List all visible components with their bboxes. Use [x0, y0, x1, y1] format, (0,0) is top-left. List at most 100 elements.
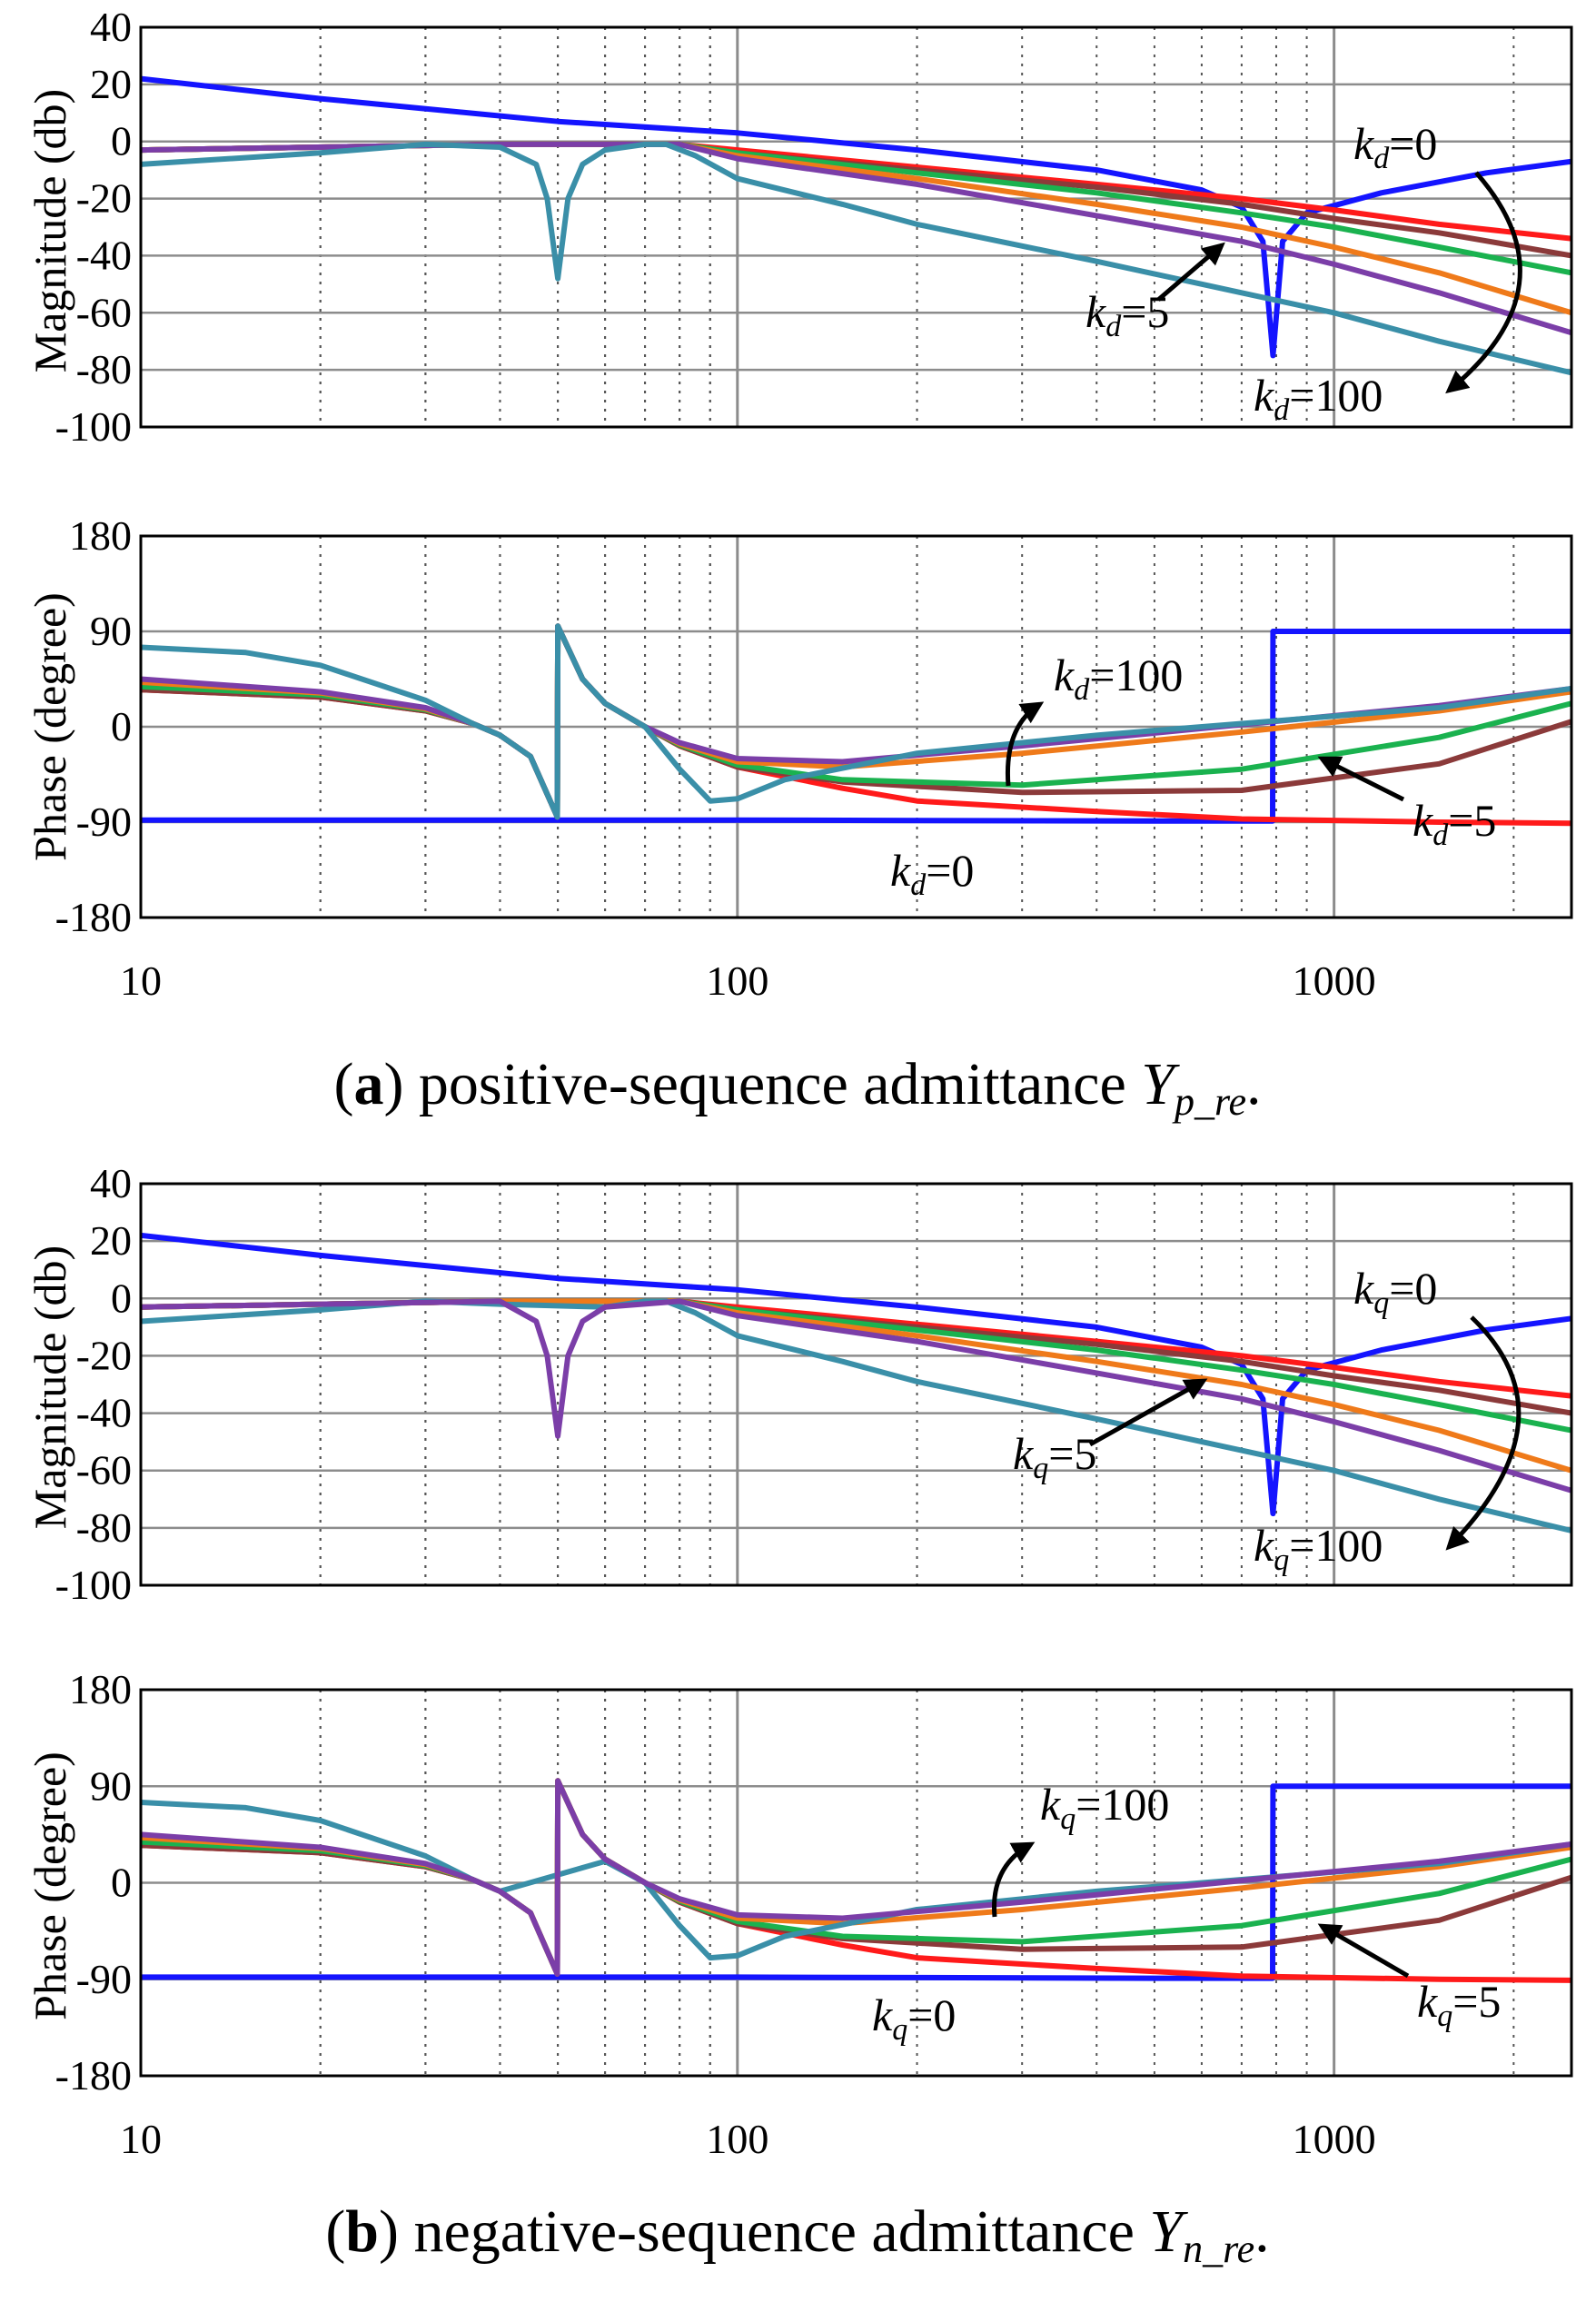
annotation-var: k — [1417, 1976, 1438, 2027]
y-tick-label: 180 — [69, 512, 132, 559]
caption-a-subscript: p_re — [1172, 1079, 1246, 1124]
annotation-arrow — [1317, 756, 1405, 802]
annotation-var: k — [1013, 1428, 1034, 1479]
ylabel-b-magnitude: Magnitude (db) — [25, 1245, 75, 1529]
caption-a: (a) positive-sequence admittance Yp_re. — [333, 1051, 1261, 1124]
annotation-var: k — [872, 1990, 893, 2040]
annotation-arrow — [992, 1841, 1036, 1918]
annotation-label: kq=0 — [872, 1990, 956, 2047]
annotation-var: k — [1254, 370, 1274, 421]
y-tick-label: 0 — [111, 703, 132, 749]
caption-b-symbol: Y — [1149, 2198, 1188, 2265]
annotation-arrow — [1005, 701, 1045, 787]
y-tick-label: -60 — [76, 289, 132, 335]
annotation-text: =100 — [1089, 650, 1183, 700]
annotation-label: kq=100 — [1040, 1779, 1169, 1836]
y-tick-label: -80 — [76, 1504, 132, 1551]
x-tick-label: 1000 — [1293, 958, 1376, 1004]
y-tick-label: -40 — [76, 1390, 132, 1436]
caption-a-end: . — [1246, 1051, 1262, 1117]
annotation-text: =100 — [1289, 1520, 1383, 1571]
annotation-arrow — [1445, 171, 1522, 394]
y-tick-label: 180 — [69, 1666, 132, 1712]
annotation-text: =0 — [926, 845, 974, 896]
annotation-label: kq=100 — [1254, 1520, 1383, 1577]
annotation-var: k — [1054, 650, 1075, 700]
series-line-k-5 — [141, 1298, 1571, 1399]
series-line-k-60 — [141, 1778, 1571, 1977]
y-tick-label: -100 — [55, 1562, 132, 1608]
series-line-k-100 — [141, 1298, 1571, 1533]
caption-b: (b) negative-sequence admittance Yn_re. — [325, 2198, 1269, 2271]
annotation-label: kd=0 — [890, 845, 974, 902]
x-tick-label: 10 — [120, 958, 162, 1004]
y-tick-label: 40 — [90, 4, 132, 50]
plot-frame — [139, 25, 1573, 429]
series-line-k-60 — [141, 1298, 1571, 1493]
y-tick-label: -90 — [76, 1956, 132, 2002]
annotation-label: kd=5 — [1413, 795, 1496, 852]
annotation-var: k — [1254, 1520, 1274, 1571]
series-line-k-100 — [141, 141, 1571, 376]
annotation-text: =5 — [1452, 1976, 1501, 2027]
y-tick-label: 90 — [90, 608, 132, 654]
series-line-k-5 — [141, 1778, 1571, 1983]
annotation-label: kq=0 — [1353, 1263, 1437, 1320]
ylabel-a-phase: Phase (degree) — [25, 592, 75, 861]
series-line-k-40 — [141, 1298, 1571, 1474]
x-tick-label: 100 — [706, 958, 768, 1004]
series-line-k-0 — [141, 75, 1571, 359]
annotation-label: kd=5 — [1085, 286, 1169, 343]
y-tick-label: -180 — [55, 2052, 132, 2099]
y-tick-label: 90 — [90, 1762, 132, 1809]
annotation-text: =5 — [1048, 1428, 1096, 1479]
annotation-sub: d — [1105, 310, 1122, 343]
annotation-text: =0 — [907, 1990, 956, 2040]
annotation-text: =0 — [1389, 118, 1437, 169]
series-line-k-0 — [141, 629, 1571, 824]
caption-b-subscript: n_re — [1183, 2227, 1254, 2271]
x-tick-label: 100 — [706, 2116, 768, 2162]
annotation-text: =100 — [1289, 370, 1383, 421]
annotation-sub: q — [1060, 1802, 1076, 1836]
annotation-text: =100 — [1076, 1779, 1169, 1830]
series-line-k-60 — [141, 141, 1571, 336]
annotation-text: =0 — [1389, 1263, 1437, 1314]
y-tick-label: 0 — [111, 118, 132, 164]
y-tick-label: -100 — [55, 403, 132, 450]
annotation-label: kd=100 — [1054, 650, 1183, 707]
annotation-sub: q — [1033, 1452, 1048, 1485]
caption-a-text: positive-sequence admittance — [419, 1051, 1141, 1117]
y-tick-label: -40 — [76, 232, 132, 278]
series-line-k-0 — [141, 1783, 1571, 1981]
y-tick-label: -60 — [76, 1447, 132, 1493]
y-tick-label: -20 — [76, 175, 132, 222]
annotation-label: kd=0 — [1353, 118, 1437, 175]
annotation-sub: q — [892, 2013, 907, 2047]
ylabel-b-phase: Phase (degree) — [25, 1751, 75, 2020]
caption-b-letter: b — [345, 2198, 379, 2265]
annotation-sub: q — [1373, 1286, 1389, 1320]
y-tick-label: 40 — [90, 1160, 132, 1206]
caption-a-symbol: Y — [1141, 1051, 1180, 1117]
annotation-label: kd=100 — [1254, 370, 1383, 427]
annotation-arrow — [1317, 1923, 1410, 1979]
caption-b-end: . — [1254, 2198, 1270, 2265]
annotation-label: kq=5 — [1013, 1428, 1096, 1485]
annotation-sub: d — [910, 868, 927, 902]
annotation-var: k — [1040, 1779, 1061, 1830]
series-line-k-0 — [141, 1232, 1571, 1517]
ylabel-a-magnitude: Magnitude (db) — [25, 89, 75, 372]
caption-b-text: negative-sequence admittance — [414, 2198, 1150, 2265]
y-tick-label: -90 — [76, 799, 132, 845]
annotation-sub: q — [1274, 1543, 1289, 1577]
annotation-sub: d — [1373, 142, 1390, 175]
annotation-arrow — [1445, 1315, 1522, 1551]
y-tick-label: 0 — [111, 1860, 132, 1906]
annotation-sub: q — [1437, 1999, 1452, 2033]
annotation-arrow — [1088, 1378, 1208, 1447]
